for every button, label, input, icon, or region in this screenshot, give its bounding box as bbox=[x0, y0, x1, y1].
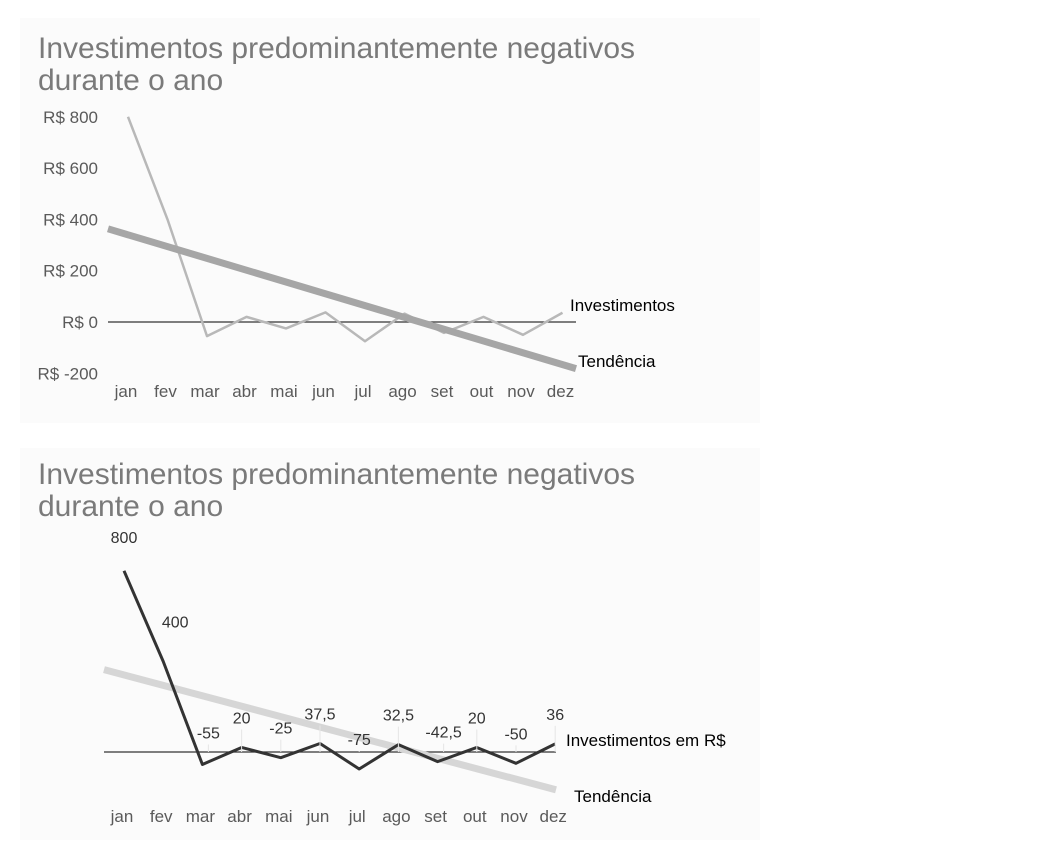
y-tick-label: R$ 0 bbox=[62, 313, 98, 332]
series-label: Tendência bbox=[578, 352, 656, 371]
y-tick-label: R$ 400 bbox=[43, 210, 98, 229]
x-tick-label: jan bbox=[110, 807, 134, 826]
x-tick-label: ago bbox=[388, 382, 416, 401]
chart-title-line: durante o ano bbox=[38, 64, 223, 97]
data-label: 400 bbox=[162, 614, 189, 631]
x-tick-label: abr bbox=[232, 382, 257, 401]
data-label: -75 bbox=[348, 732, 371, 749]
data-label: 20 bbox=[233, 710, 251, 727]
x-tick-label: mar bbox=[190, 382, 220, 401]
x-tick-label: nov bbox=[507, 382, 535, 401]
x-tick-label: jun bbox=[311, 382, 335, 401]
x-tick-label: set bbox=[431, 382, 454, 401]
series-label: Investimentos bbox=[570, 296, 675, 315]
x-tick-label: jun bbox=[306, 807, 330, 826]
y-tick-label: R$ 200 bbox=[43, 262, 98, 281]
chart-2-background bbox=[20, 448, 760, 840]
x-tick-label: out bbox=[470, 382, 494, 401]
data-label: 32,5 bbox=[383, 708, 414, 725]
data-label: -50 bbox=[504, 726, 527, 743]
data-label: -42,5 bbox=[425, 725, 462, 742]
x-tick-label: ago bbox=[382, 807, 410, 826]
series-line-tendencia bbox=[106, 225, 578, 372]
x-tick-label: out bbox=[463, 807, 487, 826]
data-label: 800 bbox=[111, 530, 138, 547]
data-label: 36 bbox=[546, 707, 564, 724]
series-label: Investimentos em R$ bbox=[566, 731, 726, 750]
x-tick-label: mar bbox=[186, 807, 216, 826]
chart-2: Investimentos predominantemente negativo… bbox=[38, 458, 726, 826]
chart-1: Investimentos predominantemente negativo… bbox=[38, 32, 675, 401]
x-tick-label: fev bbox=[150, 807, 173, 826]
chart-1-background bbox=[20, 18, 760, 423]
x-tick-label: set bbox=[424, 807, 447, 826]
x-tick-label: fev bbox=[154, 382, 177, 401]
chart-title-line: Investimentos predominantemente negativo… bbox=[38, 32, 635, 65]
x-tick-label: jan bbox=[114, 382, 138, 401]
series-label: Tendência bbox=[574, 787, 652, 806]
x-tick-label: mai bbox=[265, 807, 292, 826]
data-label: -25 bbox=[269, 721, 292, 738]
x-tick-label: dez bbox=[539, 807, 566, 826]
x-tick-label: nov bbox=[500, 807, 528, 826]
chart-title-line: durante o ano bbox=[38, 490, 223, 523]
y-tick-label: R$ 800 bbox=[43, 108, 98, 127]
x-tick-label: abr bbox=[227, 807, 252, 826]
chart-title-line: Investimentos predominantemente negativo… bbox=[38, 458, 635, 491]
series-line-tendencia bbox=[103, 666, 557, 794]
x-tick-label: jul bbox=[348, 807, 366, 826]
data-label: 20 bbox=[468, 710, 486, 727]
series-line-investimentos bbox=[126, 116, 564, 343]
y-tick-label: R$ 600 bbox=[43, 159, 98, 178]
data-label: -55 bbox=[197, 725, 220, 742]
x-tick-label: dez bbox=[547, 382, 574, 401]
x-tick-label: mai bbox=[270, 382, 297, 401]
x-tick-label: jul bbox=[353, 382, 371, 401]
data-label: 37,5 bbox=[304, 707, 335, 724]
series-line-investimentos bbox=[122, 570, 556, 771]
y-tick-label: R$ -200 bbox=[38, 364, 98, 383]
